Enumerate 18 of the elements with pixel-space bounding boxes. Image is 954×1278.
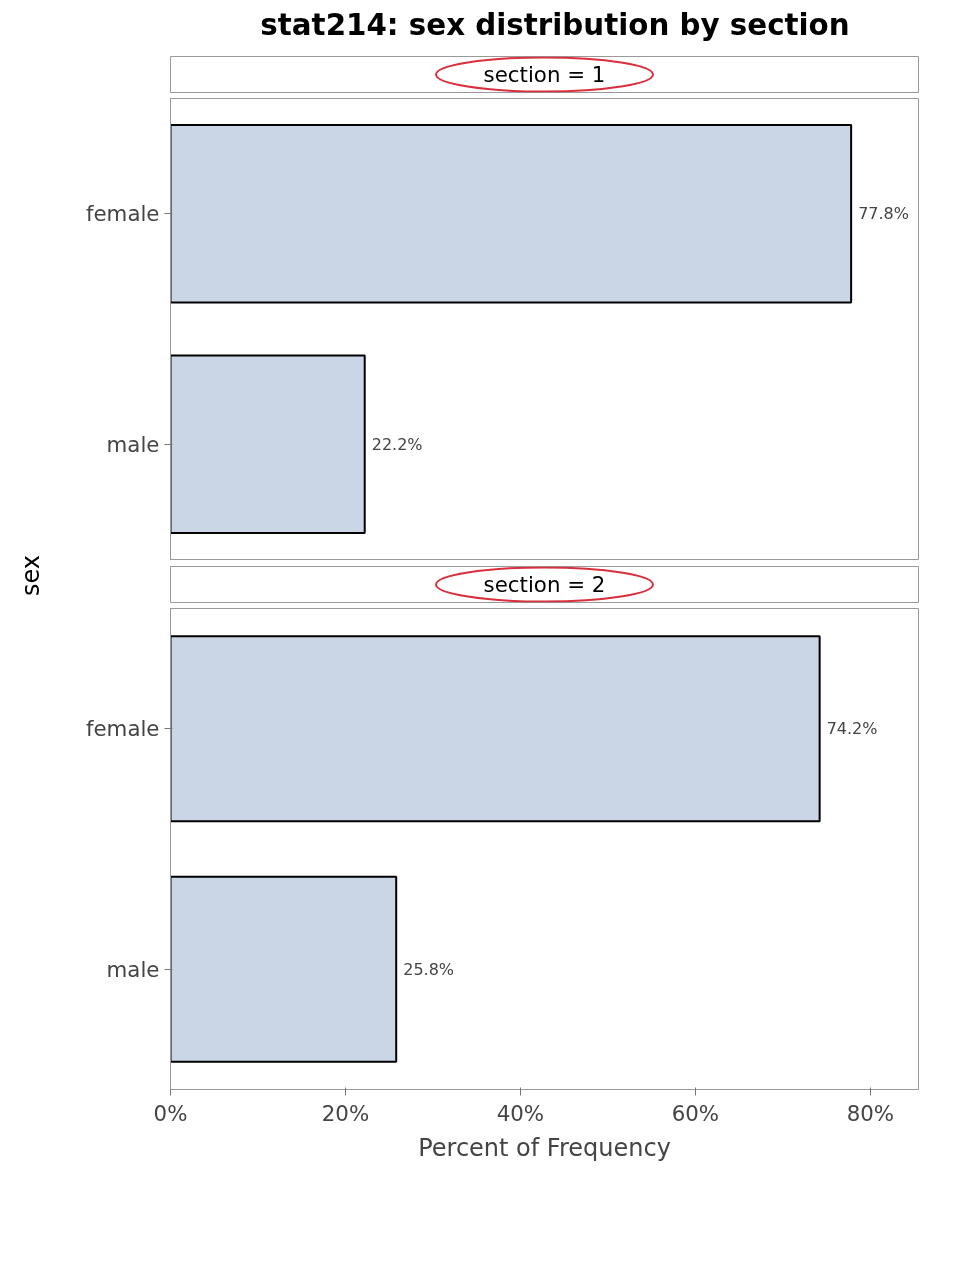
x-tick-label: 40% bbox=[496, 1100, 545, 1126]
x-tick-label: 60% bbox=[671, 1100, 720, 1126]
x-tick-label: 80% bbox=[846, 1100, 895, 1126]
y-tick-label: female bbox=[85, 201, 160, 227]
x-tick-label: 20% bbox=[321, 1100, 370, 1126]
chart-title: stat214: sex distribution by section bbox=[260, 7, 850, 44]
y-tick-label: male bbox=[106, 431, 160, 457]
x-tick-label: 0% bbox=[153, 1100, 188, 1126]
chart-subtitle: section = 2 bbox=[483, 572, 606, 597]
data-label: 22.2% bbox=[371, 434, 423, 454]
x-axis-title: Percent of Frequency bbox=[418, 1133, 671, 1162]
data-label: 77.8% bbox=[858, 204, 909, 224]
chart-subtitle: section = 1 bbox=[483, 62, 606, 87]
y-tick-label: male bbox=[106, 956, 160, 982]
y-axis-title: sex bbox=[16, 554, 45, 597]
data-label: 74.2% bbox=[826, 719, 878, 739]
data-label: 25.8% bbox=[403, 959, 455, 979]
y-tick-label: female bbox=[85, 716, 160, 742]
